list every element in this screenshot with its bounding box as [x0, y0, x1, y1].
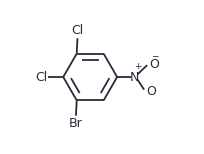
Text: Br: Br [69, 117, 82, 130]
Text: O: O [146, 85, 155, 98]
Text: O: O [149, 58, 159, 71]
Text: −: − [150, 51, 157, 60]
Text: Cl: Cl [71, 24, 83, 37]
Text: Cl: Cl [35, 71, 47, 83]
Text: N: N [130, 71, 139, 83]
Text: +: + [134, 62, 141, 71]
